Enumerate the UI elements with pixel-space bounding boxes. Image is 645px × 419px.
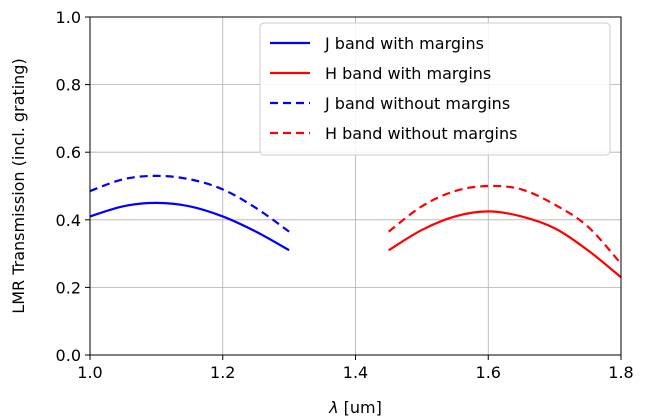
x-tick-label: 1.4 xyxy=(343,363,368,382)
series-line-0 xyxy=(89,201,290,252)
axis-ticks xyxy=(85,16,622,360)
tick-labels: 1.0 1.2 1.4 1.6 1.8 0.0 0.2 0.4 0.6 0.8 1.0 xyxy=(56,8,634,382)
y-tick-label: 0.0 xyxy=(56,346,81,365)
y-tick-label: 1.0 xyxy=(56,8,81,27)
x-tick-label: 1.0 xyxy=(77,363,102,382)
legend-label: J band with margins xyxy=(324,34,484,53)
legend-box xyxy=(259,22,611,156)
series-line-1 xyxy=(388,210,622,279)
x-tick-label: 1.8 xyxy=(608,363,633,382)
y-tick-label: 0.8 xyxy=(56,76,81,95)
x-axis-label: λ [um] xyxy=(328,398,382,417)
y-tick-label: 0.2 xyxy=(56,278,81,297)
x-axis-label-unit: [um] xyxy=(339,398,382,417)
x-axis-label-symbol: λ xyxy=(328,398,338,417)
legend-label: H band with margins xyxy=(325,64,491,83)
x-tick-label: 1.2 xyxy=(210,363,235,382)
legend-label: H band without margins xyxy=(325,124,517,143)
y-tick-label: 0.4 xyxy=(56,211,81,230)
x-tick-label: 1.6 xyxy=(476,363,501,382)
y-axis-label: LMR Transmission (incl. grating) xyxy=(9,58,28,313)
series-line-2 xyxy=(89,174,290,233)
legend: J band with margins H band with margins J … xyxy=(259,22,611,156)
y-tick-label: 0.6 xyxy=(56,143,81,162)
series-lines xyxy=(89,174,622,279)
series-line-3 xyxy=(388,184,622,265)
legend-label: J band without margins xyxy=(324,94,510,113)
